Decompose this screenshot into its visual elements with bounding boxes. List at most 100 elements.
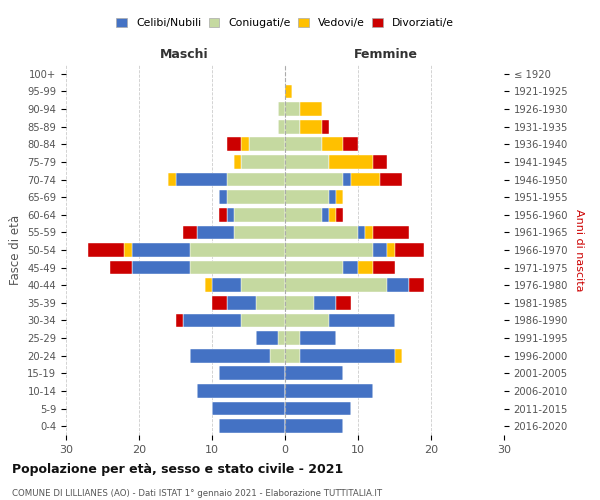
Bar <box>365 226 373 239</box>
Bar <box>278 331 285 345</box>
Bar <box>358 260 373 274</box>
Bar <box>285 349 299 362</box>
Bar <box>256 296 285 310</box>
Y-axis label: Anni di nascita: Anni di nascita <box>574 209 584 291</box>
Bar <box>299 331 336 345</box>
Bar <box>285 208 322 222</box>
Bar <box>220 366 285 380</box>
Bar <box>212 278 241 292</box>
Bar <box>88 243 124 257</box>
Bar <box>336 296 351 310</box>
Bar <box>299 102 322 116</box>
Bar <box>205 278 212 292</box>
Bar <box>212 402 285 415</box>
Bar <box>241 314 285 328</box>
Bar <box>234 226 285 239</box>
Bar <box>124 243 132 257</box>
Bar <box>387 278 409 292</box>
Bar <box>220 420 285 433</box>
Bar <box>285 243 373 257</box>
Bar <box>190 260 285 274</box>
Bar <box>299 120 322 134</box>
Bar <box>256 331 278 345</box>
Bar <box>220 208 227 222</box>
Bar <box>227 138 241 151</box>
Bar <box>373 243 387 257</box>
Bar <box>329 208 336 222</box>
Text: Maschi: Maschi <box>160 48 209 62</box>
Bar <box>314 296 336 310</box>
Bar <box>285 84 292 98</box>
Bar <box>322 120 329 134</box>
Bar <box>220 190 227 204</box>
Bar <box>183 314 241 328</box>
Bar <box>241 278 285 292</box>
Bar <box>358 226 365 239</box>
Bar <box>387 243 395 257</box>
Bar <box>336 190 343 204</box>
Bar <box>212 296 227 310</box>
Bar <box>278 120 285 134</box>
Bar <box>227 172 285 186</box>
Bar <box>248 138 285 151</box>
Bar <box>299 349 395 362</box>
Bar <box>285 384 373 398</box>
Bar <box>176 314 183 328</box>
Bar <box>285 296 314 310</box>
Bar <box>285 172 343 186</box>
Bar <box>271 349 285 362</box>
Y-axis label: Fasce di età: Fasce di età <box>8 215 22 285</box>
Bar <box>241 138 248 151</box>
Bar <box>132 243 190 257</box>
Bar <box>285 260 343 274</box>
Bar <box>322 138 343 151</box>
Bar <box>227 296 256 310</box>
Bar <box>329 190 336 204</box>
Bar <box>380 172 402 186</box>
Bar <box>183 226 197 239</box>
Bar <box>343 260 358 274</box>
Bar <box>350 172 380 186</box>
Bar <box>241 155 285 169</box>
Bar <box>278 102 285 116</box>
Bar <box>285 314 329 328</box>
Text: COMUNE DI LILLIANES (AO) - Dati ISTAT 1° gennaio 2021 - Elaborazione TUTTITALIA.: COMUNE DI LILLIANES (AO) - Dati ISTAT 1°… <box>12 489 382 498</box>
Bar <box>336 208 343 222</box>
Bar <box>110 260 132 274</box>
Bar <box>329 314 395 328</box>
Bar <box>373 260 395 274</box>
Bar <box>285 278 387 292</box>
Bar <box>285 420 343 433</box>
Bar <box>197 384 285 398</box>
Bar <box>395 349 402 362</box>
Bar <box>285 402 350 415</box>
Bar <box>190 243 285 257</box>
Bar <box>343 138 358 151</box>
Bar <box>285 331 299 345</box>
Bar <box>409 278 424 292</box>
Bar <box>285 366 343 380</box>
Bar <box>190 349 271 362</box>
Bar <box>322 208 329 222</box>
Bar <box>373 226 409 239</box>
Bar <box>285 102 299 116</box>
Bar <box>373 155 387 169</box>
Text: Femmine: Femmine <box>354 48 418 62</box>
Text: Popolazione per età, sesso e stato civile - 2021: Popolazione per età, sesso e stato civil… <box>12 462 343 475</box>
Bar <box>176 172 227 186</box>
Bar <box>329 155 373 169</box>
Bar <box>285 190 329 204</box>
Bar <box>285 120 299 134</box>
Bar <box>234 155 241 169</box>
Bar <box>395 243 424 257</box>
Bar <box>343 172 350 186</box>
Bar <box>285 155 329 169</box>
Bar <box>197 226 234 239</box>
Bar <box>234 208 285 222</box>
Bar <box>132 260 190 274</box>
Bar <box>285 226 358 239</box>
Legend: Celibi/Nubili, Coniugati/e, Vedovi/e, Divorziati/e: Celibi/Nubili, Coniugati/e, Vedovi/e, Di… <box>113 15 457 32</box>
Bar <box>227 208 234 222</box>
Bar <box>227 190 285 204</box>
Bar <box>285 138 322 151</box>
